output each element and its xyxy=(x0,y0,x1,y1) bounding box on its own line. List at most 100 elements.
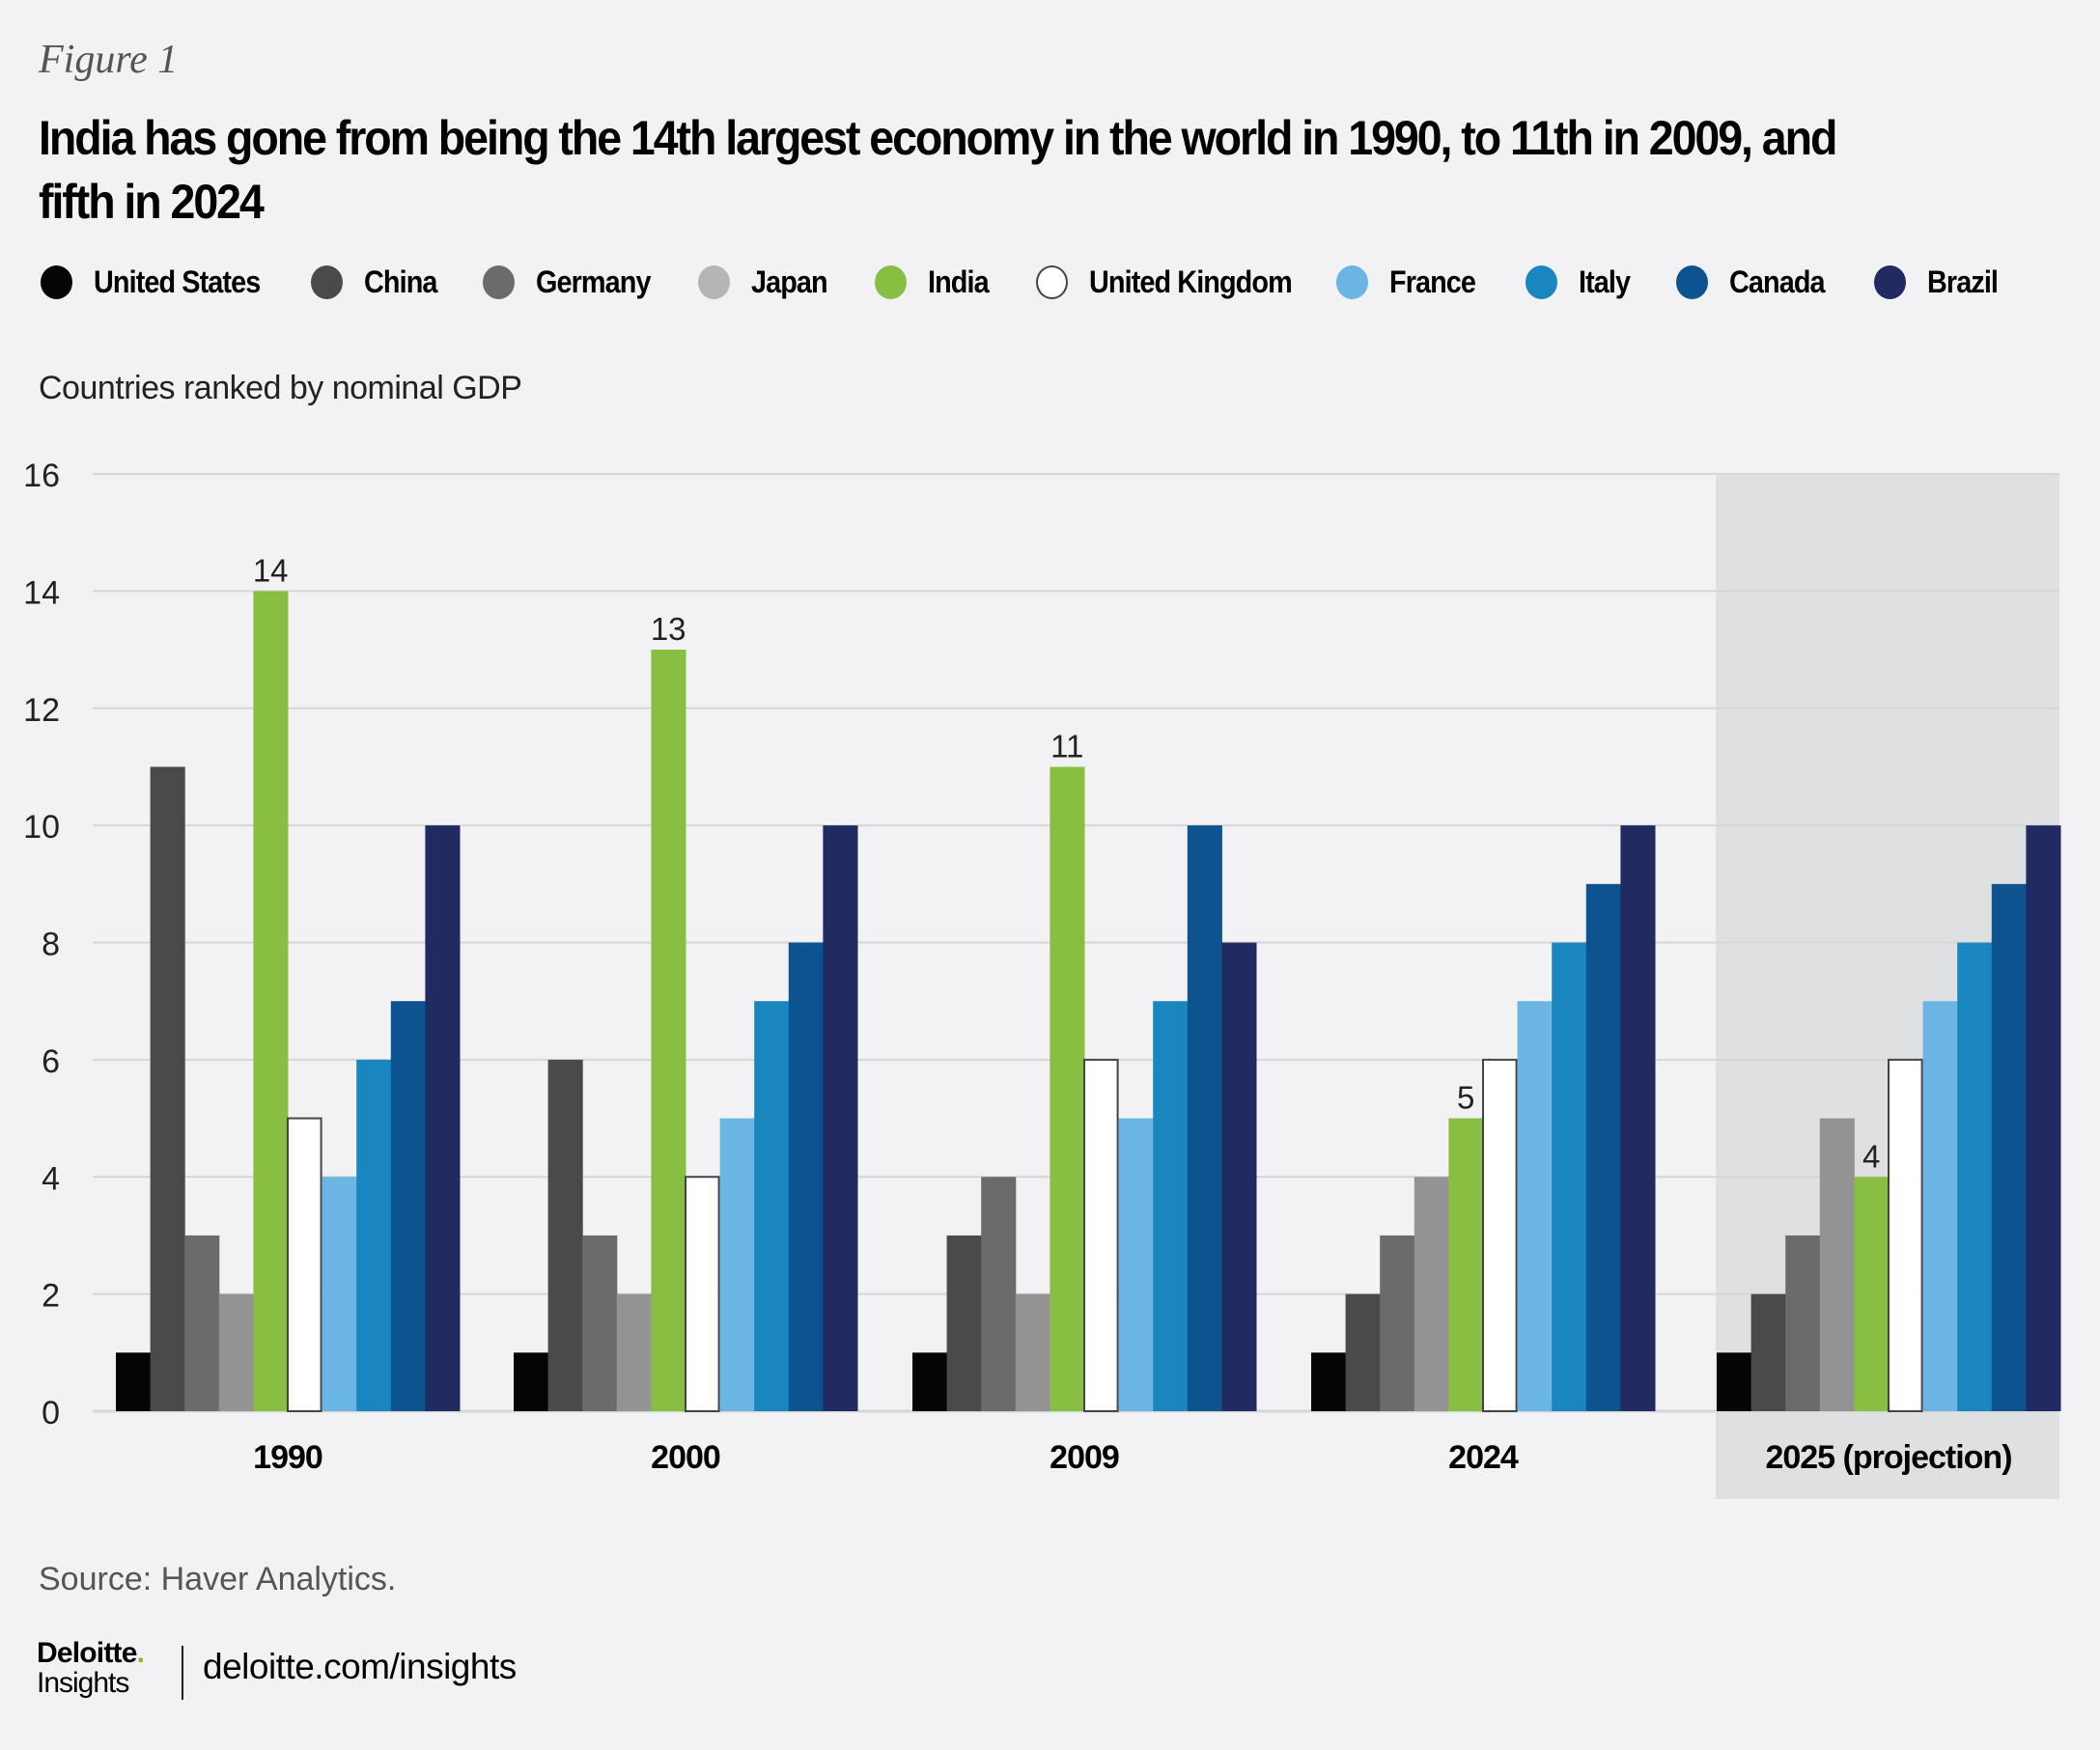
bar-japan xyxy=(1015,1293,1050,1411)
site-link[interactable]: deloitte.com/insights xyxy=(203,1647,517,1686)
legend-item-italy: Italy xyxy=(1525,264,1636,300)
legend-swatch-icon xyxy=(1676,265,1709,299)
bar-china xyxy=(547,1059,583,1411)
legend-item-china: China xyxy=(310,264,445,300)
bar-italy xyxy=(754,1001,790,1411)
legend-label: Italy xyxy=(1578,264,1631,299)
bar-china xyxy=(1345,1293,1381,1411)
bar-india xyxy=(651,650,686,1411)
y-tick-label: 4 xyxy=(42,1160,60,1197)
legend-swatch-icon xyxy=(874,265,907,299)
legend-item-united-kingdom: United Kingdom xyxy=(1036,264,1314,300)
bar-canada xyxy=(1187,825,1222,1411)
y-tick-label: 14 xyxy=(23,574,60,611)
bar-china xyxy=(946,1235,982,1411)
bar-united-states xyxy=(514,1352,549,1411)
bar-india xyxy=(253,591,289,1411)
legend-label: France xyxy=(1388,264,1476,299)
chart-title: India has gone from being the 14th large… xyxy=(39,111,1837,229)
bar-brazil xyxy=(823,825,858,1411)
bar-china xyxy=(1750,1293,1786,1411)
legend-item-brazil: Brazil xyxy=(1874,264,2005,300)
x-tick-label: 2024 xyxy=(1448,1439,1519,1476)
deloitte-insights-logo: Deloitte. Insights xyxy=(37,1637,145,1699)
bar-germany xyxy=(184,1235,220,1411)
legend-swatch-icon xyxy=(1525,265,1557,299)
legend-label: United Kingdom xyxy=(1089,264,1293,299)
legend-label: United States xyxy=(94,264,261,299)
bar-united-states xyxy=(1717,1352,1752,1411)
legend-item-united-states: United States xyxy=(41,264,278,300)
bar-united-states xyxy=(1311,1352,1347,1411)
bar-france xyxy=(1118,1118,1154,1411)
bar-canada xyxy=(1585,883,1621,1411)
legend: United States China Germany Japan India Unite… xyxy=(41,264,1999,300)
legend-swatch-icon xyxy=(1874,265,1907,299)
bar-france xyxy=(1922,1001,1958,1411)
bar-group-2009: 11 xyxy=(912,728,1257,1412)
source-note: Source: Haver Analytics. xyxy=(39,1561,397,1597)
bar-italy xyxy=(1153,1001,1189,1411)
bar-united-states xyxy=(116,1352,152,1411)
bar-canada xyxy=(1991,883,2027,1411)
legend-swatch-icon xyxy=(310,265,343,299)
x-tick-label: 2025 (projection) xyxy=(1765,1439,2011,1476)
bar-italy xyxy=(356,1059,392,1411)
y-axis-title: Countries ranked by nominal GDP xyxy=(39,370,522,406)
y-tick-label: 8 xyxy=(42,927,60,963)
footer-divider xyxy=(182,1646,183,1700)
bar-united-kingdom xyxy=(1482,1058,1518,1412)
legend-item-germany: Germany xyxy=(483,264,663,300)
legend-swatch-icon xyxy=(41,265,72,299)
bar-germany xyxy=(981,1177,1017,1411)
x-tick-label: 2000 xyxy=(651,1439,720,1476)
legend-item-india: India xyxy=(874,264,995,300)
bar-france xyxy=(322,1177,357,1411)
bar-italy xyxy=(1957,942,1993,1411)
bar-india xyxy=(1448,1118,1484,1411)
legend-swatch-icon xyxy=(1335,265,1368,299)
bar-germany xyxy=(1380,1235,1415,1411)
bar-group-1990: 14 xyxy=(116,552,461,1412)
bar-canada xyxy=(390,1001,426,1411)
bar-group-2025: 4 xyxy=(1717,825,2061,1412)
legend-swatch-icon xyxy=(483,265,516,299)
legend-item-france: France xyxy=(1335,264,1485,300)
bar-germany xyxy=(1785,1235,1821,1411)
data-label: 11 xyxy=(1050,728,1083,764)
data-label: 14 xyxy=(253,552,289,588)
legend-label: Brazil xyxy=(1927,264,1999,299)
legend-swatch-icon xyxy=(698,265,731,299)
legend-swatch-icon xyxy=(1036,265,1069,299)
bar-italy xyxy=(1552,942,1587,1411)
data-label: 4 xyxy=(1862,1138,1880,1174)
legend-label: Canada xyxy=(1729,264,1826,299)
logo-wordmark: Deloitte xyxy=(37,1637,137,1669)
x-tick-label: 1990 xyxy=(253,1439,322,1476)
x-tick-label: 2009 xyxy=(1050,1439,1119,1476)
data-label: 13 xyxy=(651,611,686,647)
bar-china xyxy=(150,766,185,1411)
bar-group-2000: 13 xyxy=(514,611,858,1412)
bar-germany xyxy=(582,1235,618,1411)
bar-united-states xyxy=(912,1352,948,1411)
figure-label: Figure 1 xyxy=(39,38,179,82)
bar-japan xyxy=(1819,1118,1855,1411)
bar-brazil xyxy=(425,825,461,1411)
bar-united-kingdom xyxy=(1888,1058,1923,1412)
legend-item-japan: Japan xyxy=(698,264,835,300)
y-tick-label: 0 xyxy=(42,1395,60,1431)
y-tick-label: 6 xyxy=(42,1043,60,1080)
bar-brazil xyxy=(2026,825,2061,1411)
bar-brazil xyxy=(1620,825,1656,1411)
bar-united-kingdom xyxy=(287,1117,322,1412)
bar-united-kingdom xyxy=(1083,1058,1119,1412)
logo-green-dot: . xyxy=(136,1637,145,1669)
y-tick-label: 2 xyxy=(42,1278,60,1315)
legend-item-canada: Canada xyxy=(1676,264,1835,300)
legend-label: Germany xyxy=(536,264,651,299)
legend-label: China xyxy=(363,264,437,299)
bar-brazil xyxy=(1221,942,1257,1411)
bar-group-2024: 5 xyxy=(1311,825,1656,1412)
